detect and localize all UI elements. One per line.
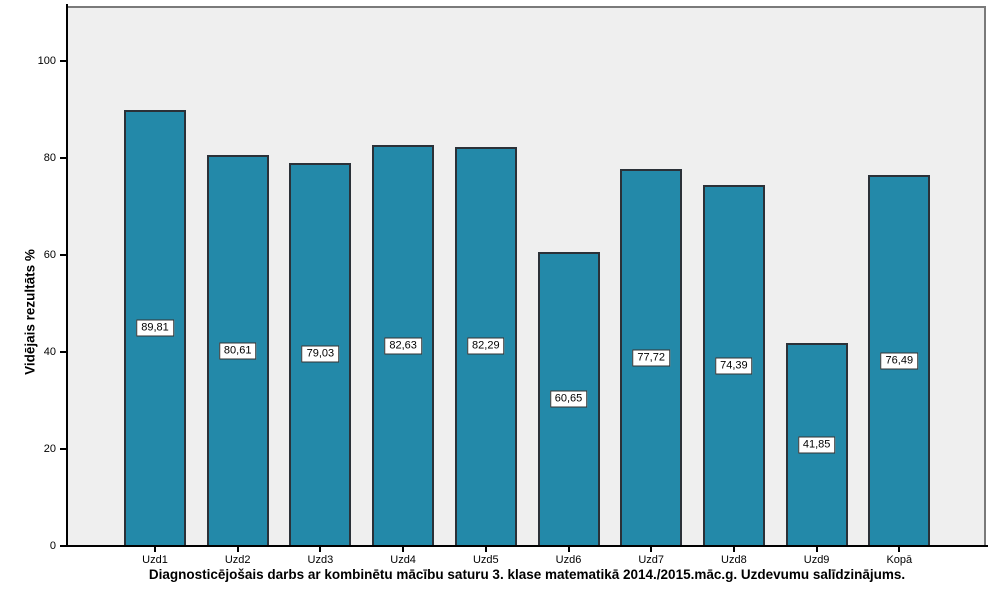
x-tick-label: Uzd9: [803, 554, 830, 566]
bar-value-label: 77,72: [632, 349, 670, 367]
bar-value-label: 41,85: [797, 436, 836, 453]
x-tick-label: Uzd1: [142, 554, 168, 566]
x-tick-label: Uzd2: [224, 554, 251, 566]
x-tick-mark: [898, 546, 901, 552]
y-tick-mark: [60, 60, 68, 62]
y-tick-mark: [60, 254, 68, 256]
y-axis-line: [66, 4, 68, 547]
y-tick-label: 0: [49, 540, 56, 552]
y-tick-mark: [60, 351, 68, 353]
x-tick-mark: [402, 546, 405, 552]
bar-value-label: 60,65: [549, 390, 588, 408]
x-tick-label: Kopā: [886, 554, 913, 566]
bar-value-label: 79,03: [301, 345, 340, 363]
y-tick-label: 60: [43, 249, 56, 261]
y-tick-label: 80: [43, 152, 56, 164]
bar-value-label: 89,81: [136, 319, 174, 337]
y-tick-mark: [60, 157, 68, 159]
bar-value-label: 74,39: [715, 357, 753, 375]
x-tick-mark: [319, 546, 322, 552]
x-tick-mark: [236, 546, 239, 552]
x-tick-label: Uzd5: [472, 554, 499, 566]
x-tick-label: Uzd8: [721, 554, 747, 566]
chart-title: Diagnosticējošais darbs ar kombinētu māc…: [148, 567, 906, 582]
x-tick-label: Uzd3: [307, 554, 334, 566]
x-tick-label: Uzd4: [390, 554, 416, 566]
plot-area: [68, 6, 986, 546]
y-tick-mark: [60, 448, 68, 450]
x-tick-mark: [815, 546, 818, 552]
bar-value-label: 82,29: [467, 337, 505, 355]
bar-value-label: 80,61: [218, 342, 257, 360]
y-tick-label: 40: [43, 346, 56, 358]
y-tick-label: 100: [37, 55, 56, 67]
y-tick-mark: [60, 545, 68, 547]
x-tick-mark: [484, 546, 487, 552]
x-tick-label: Uzd6: [555, 554, 582, 566]
bar-value-label: 76,49: [880, 352, 919, 369]
x-tick-label: Uzd7: [638, 554, 665, 566]
x-axis-line: [66, 545, 988, 547]
x-tick-mark: [650, 546, 653, 552]
x-tick-mark: [567, 546, 570, 552]
y-tick-label: 20: [43, 443, 56, 455]
x-tick-mark: [732, 546, 735, 552]
bar-value-label: 82,63: [384, 337, 422, 355]
x-tick-mark: [154, 546, 156, 552]
